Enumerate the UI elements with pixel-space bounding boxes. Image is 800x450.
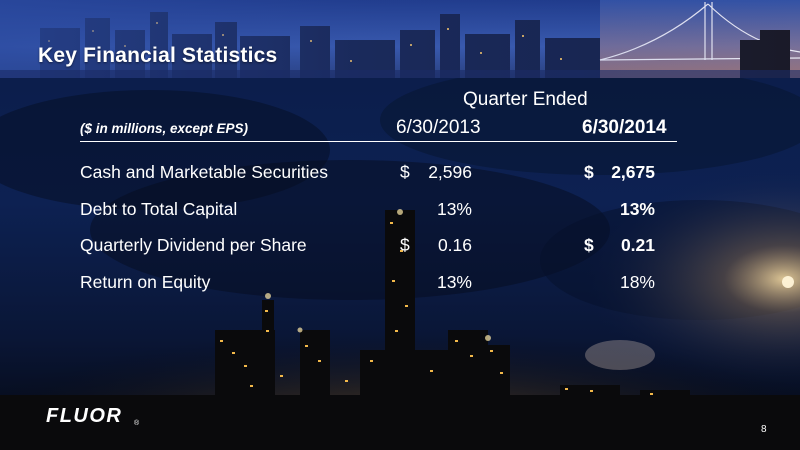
quarter-ended-header: Quarter Ended xyxy=(463,89,588,110)
column-header-2013: 6/30/2013 xyxy=(396,117,481,138)
header-divider xyxy=(80,141,677,142)
table-row-cash: Cash and Marketable Securities $ 2,596 $… xyxy=(0,162,800,190)
value-number: 13% xyxy=(436,272,472,292)
registered-mark: ® xyxy=(134,420,140,427)
fluor-logo: FLUOR xyxy=(46,405,123,427)
row-label: Return on Equity xyxy=(80,272,211,292)
value-number: 18% xyxy=(619,272,655,292)
currency-symbol: $ xyxy=(400,162,410,182)
currency-symbol: $ xyxy=(400,235,410,255)
currency-symbol: $ xyxy=(584,162,594,182)
table-row-roe: Return on Equity 13% 18% xyxy=(0,272,800,300)
value-number: 2,596 xyxy=(428,162,472,182)
units-note: ($ in millions, except EPS) xyxy=(80,121,249,136)
value-number: 2,675 xyxy=(611,162,655,182)
column-header-2014: 6/30/2014 xyxy=(582,117,667,138)
value-number: 0.16 xyxy=(437,235,472,255)
value-number: 13% xyxy=(619,199,655,219)
row-label: Debt to Total Capital xyxy=(80,199,238,219)
slide-title: Key Financial Statistics xyxy=(38,44,278,67)
table-row-dividend: Quarterly Dividend per Share $ 0.16 $ 0.… xyxy=(0,235,800,263)
row-label: Quarterly Dividend per Share xyxy=(80,235,307,255)
currency-symbol: $ xyxy=(584,235,594,255)
page-number: 8 xyxy=(761,424,767,435)
row-label: Cash and Marketable Securities xyxy=(80,162,329,182)
value-number: 0.21 xyxy=(620,235,655,255)
table-row-debt: Debt to Total Capital 13% 13% xyxy=(0,199,800,227)
header-banner-city-bridge xyxy=(0,0,800,78)
value-number: 13% xyxy=(436,199,472,219)
